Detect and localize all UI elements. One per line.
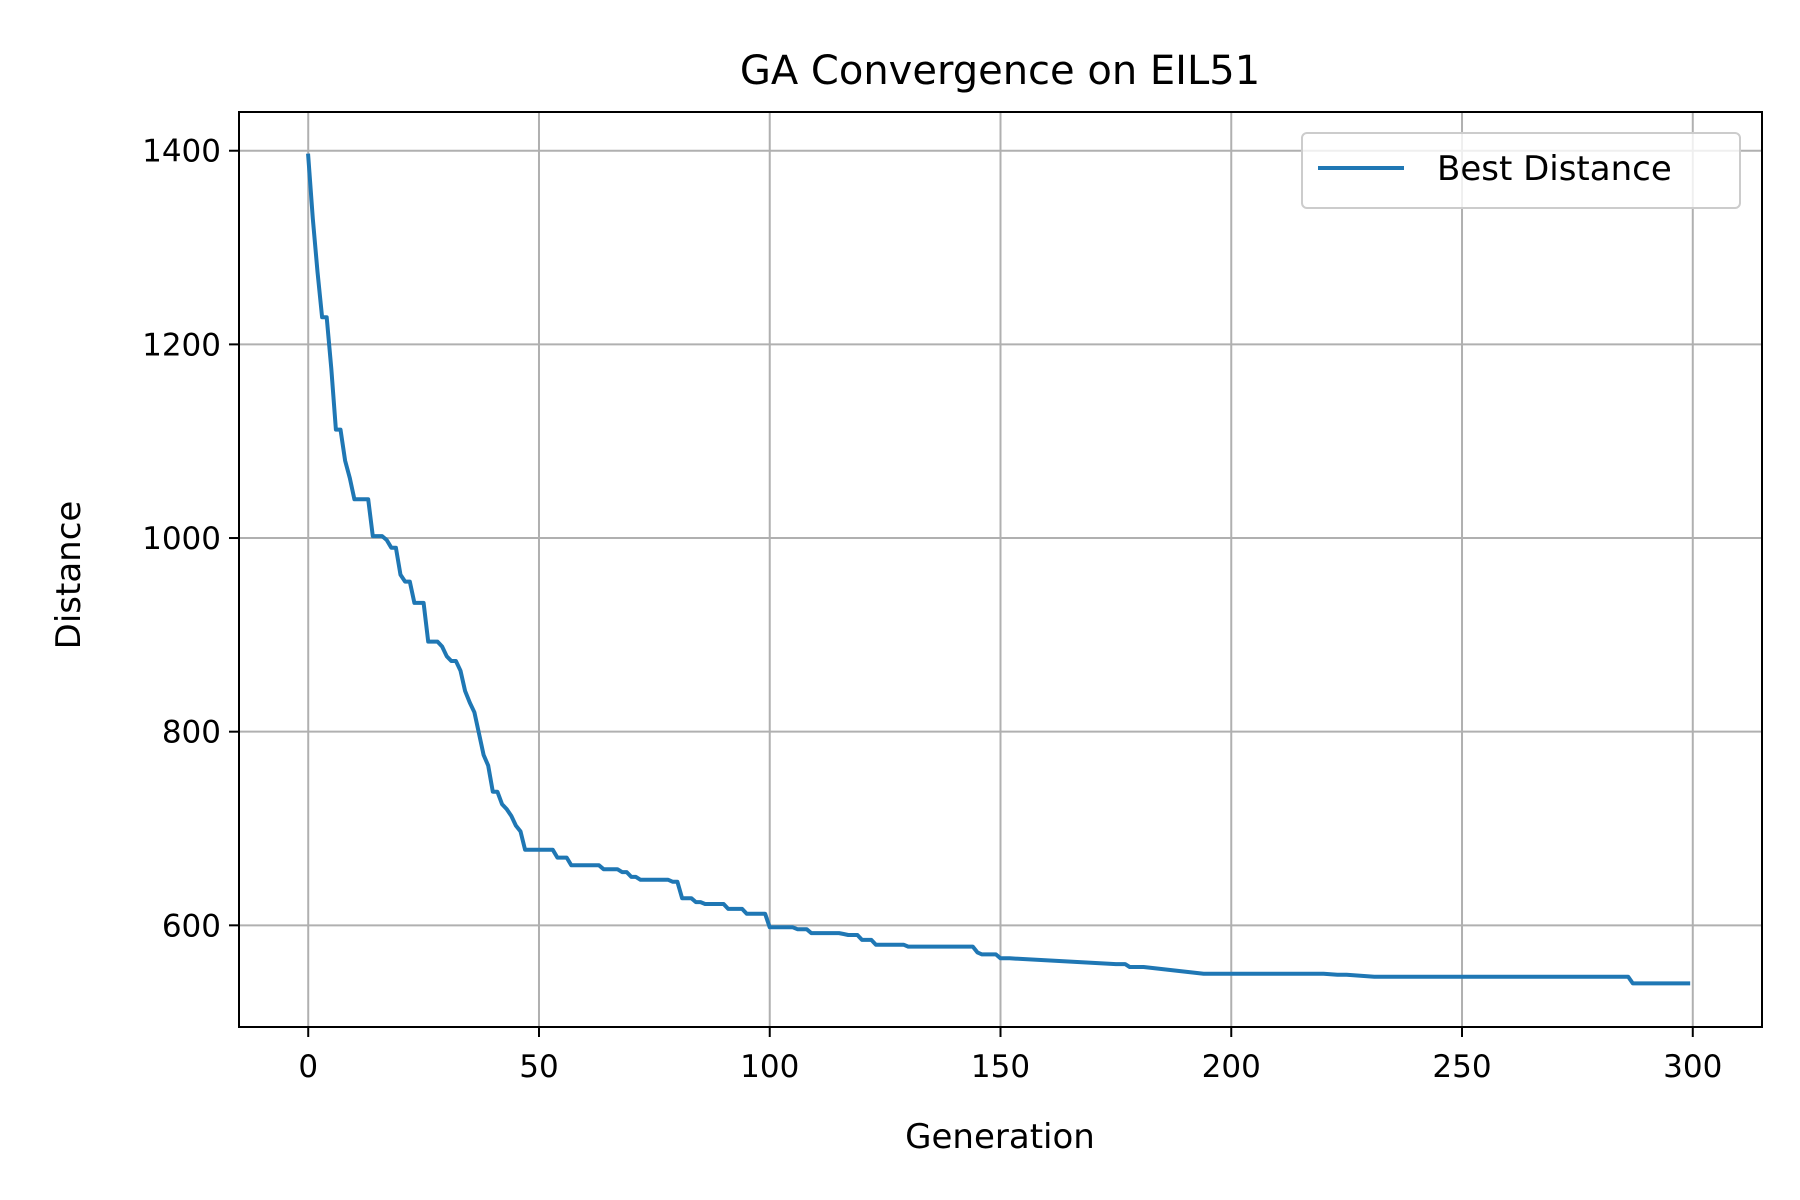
y-axis-label: Distance	[49, 501, 89, 650]
y-tick-label: 1000	[142, 521, 221, 557]
legend-label: Best Distance	[1437, 149, 1672, 189]
legend-box	[1301, 132, 1741, 209]
grid	[239, 112, 1762, 1027]
series-line-best-distance	[306, 153, 1691, 986]
y-tick-label: 1200	[142, 327, 221, 363]
ticks: 0 50 100 150 200 250 300 600 800 1000 1200 1400	[142, 134, 1722, 1085]
chart-title: GA Convergence on EIL51	[740, 48, 1260, 94]
x-axis-label: Generation	[905, 1117, 1095, 1157]
y-tick-label: 600	[162, 908, 221, 944]
legend: Best Distance	[1301, 132, 1741, 209]
x-tick-label: 250	[1432, 1049, 1491, 1085]
series-layer	[306, 153, 1691, 986]
x-tick-label: 0	[298, 1049, 318, 1085]
x-tick-label: 150	[971, 1049, 1030, 1085]
x-tick-label: 300	[1663, 1049, 1722, 1085]
x-tick-label: 100	[740, 1049, 799, 1085]
y-tick-label: 1400	[142, 134, 221, 170]
x-tick-label: 50	[519, 1049, 558, 1085]
x-tick-label: 200	[1202, 1049, 1261, 1085]
y-tick-label: 800	[162, 715, 221, 751]
